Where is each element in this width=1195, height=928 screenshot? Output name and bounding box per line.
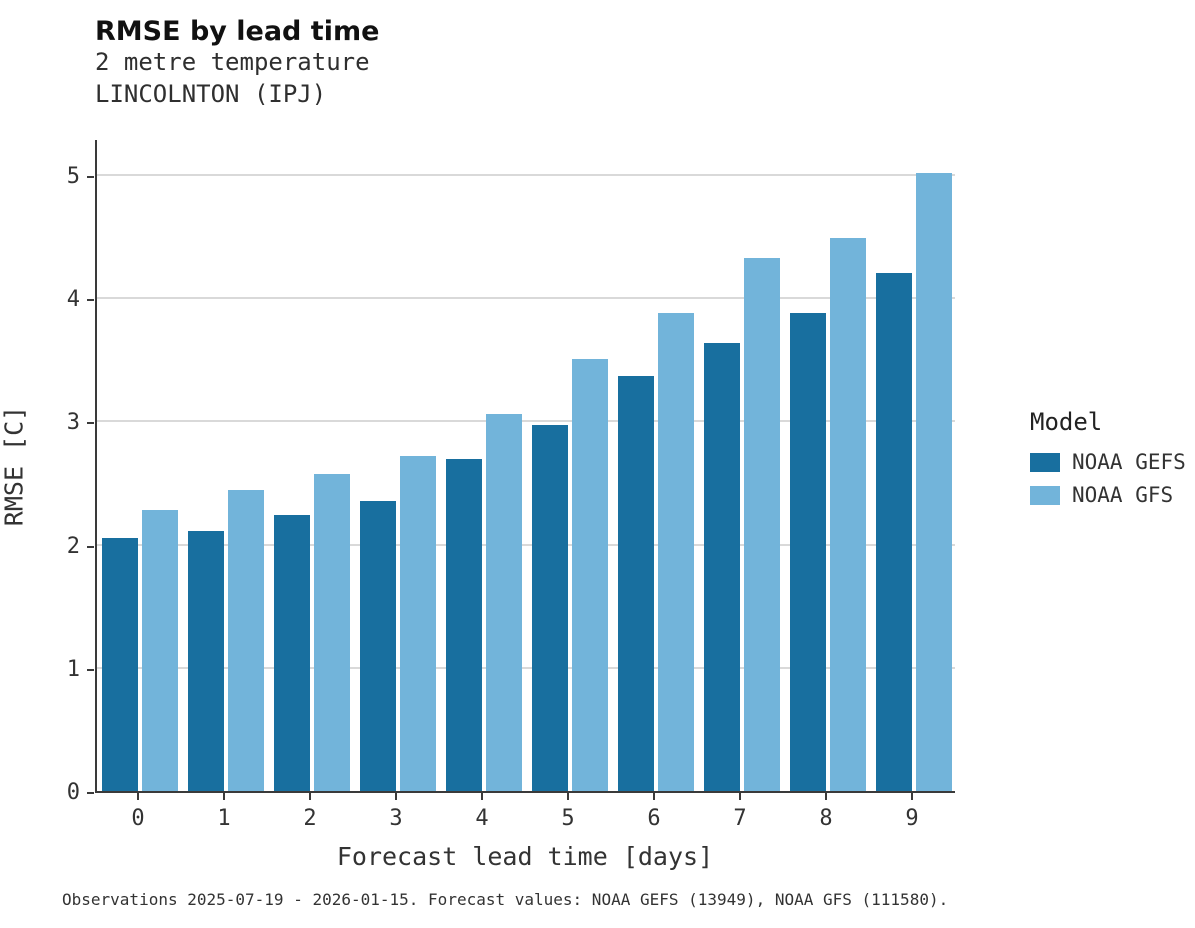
x-tick-label: 1 xyxy=(217,806,231,831)
y-tick-mark xyxy=(87,299,94,302)
legend-swatch-icon xyxy=(1030,452,1060,472)
y-tick-mark xyxy=(87,422,94,425)
y-tick-mark xyxy=(87,668,94,671)
bar-noaa-gfs-lead-0 xyxy=(142,509,178,791)
chart-title: RMSE by lead time xyxy=(95,16,380,47)
x-tick-mark xyxy=(137,793,139,800)
gridline-y-2 xyxy=(97,543,955,546)
bar-noaa-gfs-lead-4 xyxy=(486,413,522,791)
bar-noaa-gfs-lead-8 xyxy=(830,238,866,791)
bar-noaa-gfs-lead-1 xyxy=(228,490,264,791)
x-tick-mark xyxy=(825,793,827,800)
x-tick-mark xyxy=(567,793,569,800)
bar-noaa-gefs-lead-2 xyxy=(274,514,310,791)
legend-label: NOAA GFS xyxy=(1072,483,1174,507)
bar-group-lead-7 xyxy=(699,140,785,791)
bar-group-lead-5 xyxy=(527,140,613,791)
caption: Observations 2025-07-19 - 2026-01-15. Fo… xyxy=(62,890,949,909)
legend-item-noaa-gfs: NOAA GFS xyxy=(1030,483,1186,507)
x-tick-label: 3 xyxy=(389,806,403,831)
x-tick-mark xyxy=(653,793,655,800)
y-tick-label: 4 xyxy=(66,287,80,313)
x-tick-mark xyxy=(739,793,741,800)
x-tick-label: 9 xyxy=(905,806,919,831)
legend-item-noaa-gefs: NOAA GEFS xyxy=(1030,450,1186,474)
plot-area xyxy=(95,140,955,793)
legend: Model NOAA GEFS NOAA GFS xyxy=(1030,408,1186,516)
y-tick-mark xyxy=(87,175,94,178)
y-tick-mark xyxy=(87,545,94,548)
x-tick-mark xyxy=(395,793,397,800)
x-tick-label: 5 xyxy=(561,806,575,831)
legend-title: Model xyxy=(1030,408,1103,436)
bar-group-lead-2 xyxy=(269,140,355,791)
y-tick-label: 1 xyxy=(66,656,80,682)
bar-noaa-gfs-lead-5 xyxy=(572,358,608,791)
y-tick-label: 3 xyxy=(66,410,80,436)
gridline-y-3 xyxy=(97,420,955,423)
chart-subtitle-variable: 2 metre temperature xyxy=(95,48,370,77)
gridline-y-4 xyxy=(97,297,955,300)
bar-noaa-gefs-lead-6 xyxy=(618,375,654,791)
x-tick-mark xyxy=(223,793,225,800)
title-block: RMSE by lead time 2 metre temperature LI… xyxy=(95,16,379,110)
bar-noaa-gfs-lead-2 xyxy=(314,474,350,791)
bar-noaa-gfs-lead-7 xyxy=(744,257,780,791)
bar-noaa-gefs-lead-0 xyxy=(102,537,138,791)
gridline-y-5 xyxy=(97,173,955,176)
y-tick-mark xyxy=(87,792,94,794)
x-tick-label: 8 xyxy=(819,806,833,831)
bar-noaa-gefs-lead-3 xyxy=(360,501,396,791)
chart-subtitle-station: LINCOLNTON (IPJ) xyxy=(95,79,327,108)
bar-noaa-gefs-lead-7 xyxy=(704,342,740,791)
bar-group-lead-8 xyxy=(785,140,871,791)
x-tick-label: 7 xyxy=(733,806,747,831)
x-tick-mark xyxy=(481,793,483,800)
bar-noaa-gefs-lead-1 xyxy=(188,530,224,791)
y-tick-label: 5 xyxy=(66,163,80,189)
bar-noaa-gefs-lead-5 xyxy=(532,424,568,791)
legend-label: NOAA GEFS xyxy=(1072,450,1186,474)
x-tick-label: 6 xyxy=(647,806,661,831)
gridline-y-1 xyxy=(97,666,955,669)
bar-noaa-gefs-lead-4 xyxy=(446,459,482,791)
bar-group-lead-6 xyxy=(613,140,699,791)
bar-group-lead-1 xyxy=(183,140,269,791)
bar-noaa-gefs-lead-8 xyxy=(790,313,826,791)
x-tick-mark xyxy=(309,793,311,800)
y-tick-label: 2 xyxy=(66,533,80,559)
bar-noaa-gfs-lead-3 xyxy=(400,455,436,791)
bar-group-lead-4 xyxy=(441,140,527,791)
bar-group-lead-0 xyxy=(97,140,183,791)
x-tick-label: 4 xyxy=(475,806,489,831)
legend-swatch-icon xyxy=(1030,485,1060,505)
x-tick-label: 0 xyxy=(131,806,145,831)
x-tick-label: 2 xyxy=(303,806,317,831)
bar-group-lead-9 xyxy=(871,140,957,791)
y-tick-label: 0 xyxy=(66,780,80,805)
x-axis-label: Forecast lead time [days] xyxy=(336,842,714,871)
x-tick-mark xyxy=(911,793,913,800)
bar-noaa-gefs-lead-9 xyxy=(876,272,912,791)
bar-noaa-gfs-lead-6 xyxy=(658,313,694,791)
bar-noaa-gfs-lead-9 xyxy=(916,173,952,791)
bar-group-lead-3 xyxy=(355,140,441,791)
legend-items: NOAA GEFS NOAA GFS xyxy=(1030,450,1186,507)
